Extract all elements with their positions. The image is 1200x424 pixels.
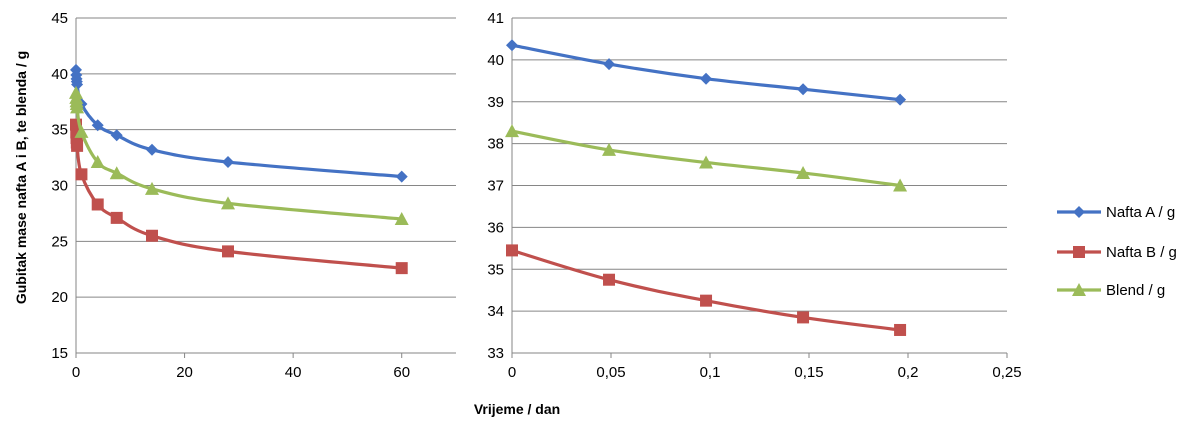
left-chart-series-line-blend-g xyxy=(74,92,402,221)
right-chart-point-blend-g xyxy=(699,155,714,169)
right-chart-point-nafta-b-g xyxy=(603,273,616,286)
right-chart-point-blend-g xyxy=(602,142,617,156)
legend-marker-blend-g xyxy=(1072,283,1086,296)
right-chart-x-tick-label: 0,05 xyxy=(596,364,625,381)
left-chart-point-blend-g xyxy=(109,166,124,180)
right-chart-point-blend-g xyxy=(893,178,908,192)
right-chart-point-nafta-a-g xyxy=(700,72,713,85)
right-chart-y-tick-label: 39 xyxy=(487,94,504,111)
left-chart-point-blend-g xyxy=(145,181,159,195)
left-chart-point-nafta-b-g xyxy=(75,168,88,181)
right-chart-point-nafta-a-g xyxy=(603,58,616,71)
left-chart-point-nafta-b-g xyxy=(110,211,123,224)
right-chart-point-nafta-b-g xyxy=(894,323,907,336)
right-chart-y-tick-label: 40 xyxy=(487,52,504,69)
right-chart-y-tick-label: 38 xyxy=(487,136,504,153)
left-chart-x-tick-label: 0 xyxy=(72,364,80,381)
left-chart-y-axis-title: Gubitak mase nafta A i B, te blenda / g xyxy=(13,51,29,304)
right-chart-x-tick-label: 0,15 xyxy=(794,364,823,381)
left-chart-series-line-nafta-b-g xyxy=(74,124,402,270)
legend-label-blend-g: Blend / g xyxy=(1106,282,1165,299)
right-chart-series-line-nafta-a-g xyxy=(511,43,901,102)
left-chart-point-blend-g xyxy=(90,155,105,169)
right-chart-x-tick-label: 0 xyxy=(508,364,516,381)
left-chart-x-axis-title: Vrijeme / dan xyxy=(474,401,560,417)
right-chart-point-nafta-b-g xyxy=(506,244,518,257)
left-chart-point-nafta-a-g xyxy=(71,78,84,91)
left-chart-series-line-nafta-a-g xyxy=(74,69,402,179)
left-chart-x-tick-label: 60 xyxy=(393,364,410,381)
left-chart-point-blend-g xyxy=(70,100,85,114)
left-chart-point-nafta-b-g xyxy=(71,139,84,152)
left-chart-y-tick-label: 25 xyxy=(51,233,68,250)
left-chart-point-nafta-a-g xyxy=(146,143,158,156)
right-chart-x-tick-label: 0,25 xyxy=(992,364,1021,381)
left-chart-point-nafta-b-g xyxy=(91,198,104,211)
right-chart-y-tick-label: 33 xyxy=(487,345,504,362)
right-chart-y-tick-label: 34 xyxy=(487,303,504,320)
right-chart-y-tick-label: 37 xyxy=(487,178,504,195)
right-chart-y-tick-label: 35 xyxy=(487,261,504,278)
left-chart-y-tick-label: 40 xyxy=(51,66,68,83)
legend-marker-nafta-b-g xyxy=(1073,246,1085,258)
legend-label-nafta-b-g: Nafta B / g xyxy=(1106,244,1177,261)
left-chart-point-nafta-b-g xyxy=(395,262,408,275)
left-chart-point-blend-g xyxy=(74,124,89,138)
right-chart-x-tick-label: 0,1 xyxy=(700,364,721,381)
left-chart: 15 20 25 30 35 40 45 0 20 40 60 Gubitak mase nafta … xyxy=(13,10,560,417)
legend-marker-nafta-a-g xyxy=(1073,206,1085,218)
left-chart-y-tick-label: 30 xyxy=(51,178,68,195)
left-chart-point-nafta-a-g xyxy=(91,119,104,132)
legend-label-nafta-a-g: Nafta A / g xyxy=(1106,204,1175,221)
left-chart-point-nafta-b-g xyxy=(146,229,158,242)
left-chart-point-nafta-b-g xyxy=(222,245,234,258)
left-chart-y-tick-label: 20 xyxy=(51,289,68,306)
right-chart-series-line-nafta-b-g xyxy=(511,248,901,332)
left-chart-point-blend-g xyxy=(221,196,235,210)
right-chart-y-tick-label: 41 xyxy=(487,10,504,27)
left-chart-y-tick-label: 35 xyxy=(51,122,68,139)
right-chart-point-nafta-b-g xyxy=(700,294,713,307)
right-chart-point-nafta-a-g xyxy=(894,93,907,106)
left-chart-y-tick-label: 15 xyxy=(51,345,68,362)
right-chart-point-nafta-a-g xyxy=(797,83,810,96)
left-chart-point-nafta-a-g xyxy=(110,129,123,142)
left-chart-y-tick-label: 45 xyxy=(51,10,68,27)
right-chart-point-blend-g xyxy=(505,124,519,138)
right-chart-point-nafta-b-g xyxy=(797,311,810,324)
left-chart-x-tick-label: 20 xyxy=(176,364,193,381)
right-chart-y-tick-label: 36 xyxy=(487,219,504,236)
right-chart: 33 34 35 36 37 38 39 40 41 0 0,05 0,1 0,15 0,2 0,25 xyxy=(487,10,1021,381)
right-chart-point-blend-g xyxy=(796,165,811,179)
right-chart-point-nafta-a-g xyxy=(506,39,518,52)
left-chart-point-nafta-b-g xyxy=(70,118,82,131)
left-chart-x-tick-label: 40 xyxy=(285,364,302,381)
right-chart-x-tick-label: 0,2 xyxy=(898,364,919,381)
left-chart-point-blend-g xyxy=(394,212,409,225)
left-chart-point-nafta-a-g xyxy=(222,156,234,169)
legend: Nafta A / g Nafta B / g Blend / g xyxy=(1057,204,1177,299)
left-chart-point-nafta-a-g xyxy=(395,170,408,183)
